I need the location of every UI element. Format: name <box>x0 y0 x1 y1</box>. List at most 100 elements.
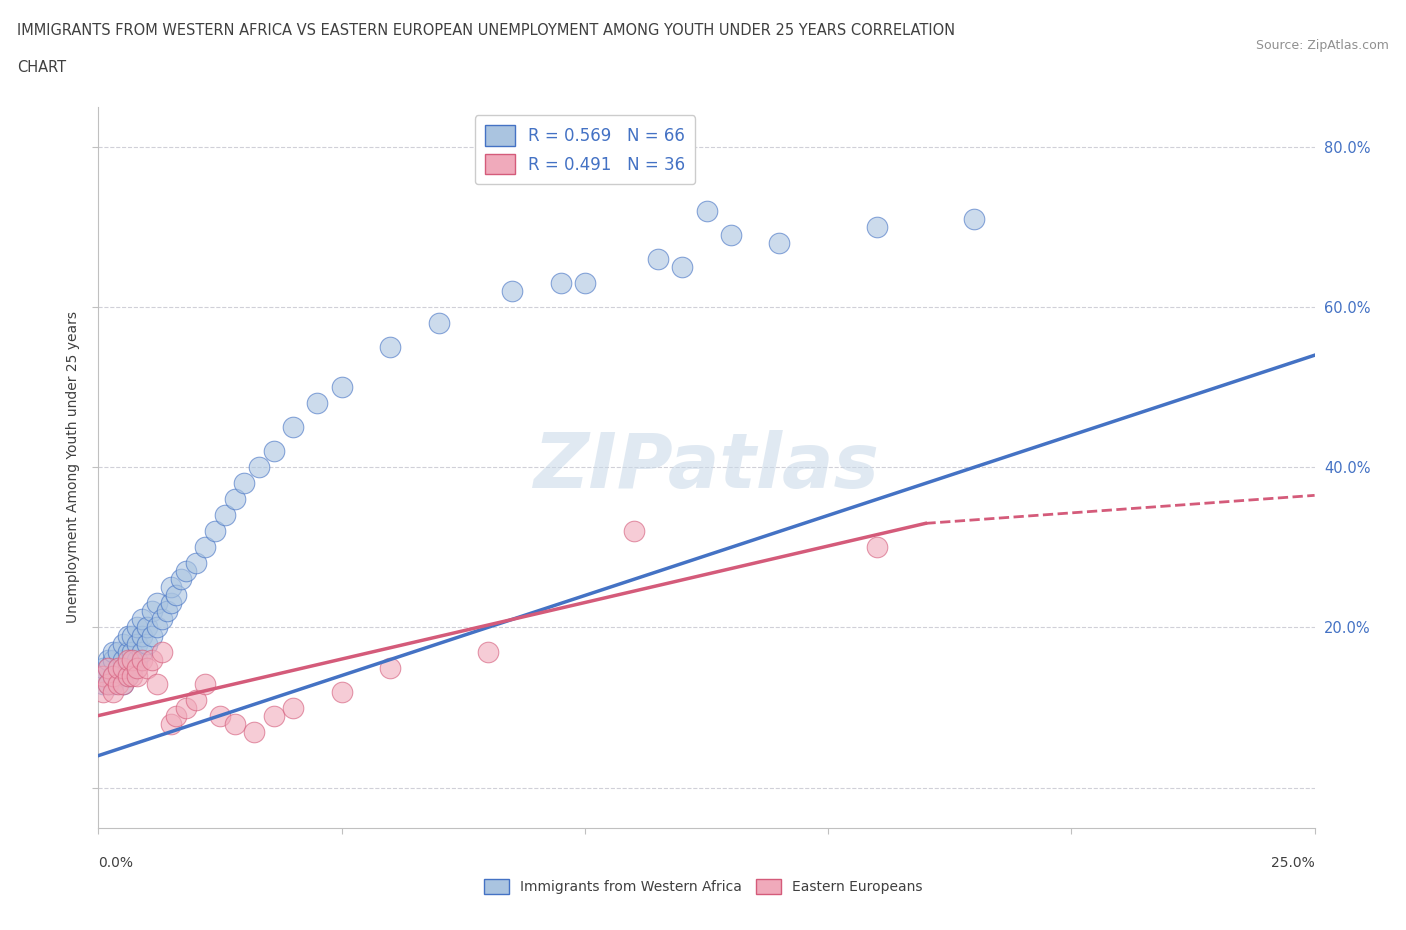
Point <box>550 275 572 290</box>
Point <box>101 668 124 683</box>
Point <box>101 676 124 691</box>
Point <box>263 444 285 458</box>
Point <box>141 604 163 619</box>
Point <box>204 524 226 538</box>
Point <box>107 660 129 675</box>
Point <box>380 339 402 354</box>
Y-axis label: Unemployment Among Youth under 25 years: Unemployment Among Youth under 25 years <box>66 312 80 623</box>
Point <box>146 620 169 635</box>
Point <box>647 252 669 267</box>
Point <box>963 212 986 227</box>
Point <box>165 588 187 603</box>
Point <box>720 228 742 243</box>
Point <box>121 652 143 667</box>
Point <box>136 660 159 675</box>
Point <box>184 692 207 707</box>
Point <box>91 684 114 699</box>
Point <box>111 676 134 691</box>
Point <box>101 684 124 699</box>
Point <box>155 604 177 619</box>
Point <box>477 644 499 659</box>
Point <box>160 716 183 731</box>
Point <box>117 652 139 667</box>
Point <box>623 524 645 538</box>
Point <box>136 620 159 635</box>
Point <box>91 676 114 691</box>
Point <box>184 556 207 571</box>
Point <box>141 652 163 667</box>
Point <box>696 204 718 219</box>
Point <box>233 476 256 491</box>
Point <box>160 580 183 595</box>
Point <box>97 660 120 675</box>
Point <box>146 596 169 611</box>
Text: 25.0%: 25.0% <box>1271 856 1315 870</box>
Point <box>330 684 353 699</box>
Point <box>146 676 169 691</box>
Text: CHART: CHART <box>17 60 66 75</box>
Point <box>224 492 246 507</box>
Point <box>107 676 129 691</box>
Point <box>866 219 889 234</box>
Point <box>768 235 790 250</box>
Point <box>121 668 143 683</box>
Point <box>97 676 120 691</box>
Point <box>501 284 523 299</box>
Point <box>117 668 139 683</box>
Point <box>281 419 304 434</box>
Point <box>127 636 149 651</box>
Point <box>97 676 120 691</box>
Point <box>107 644 129 659</box>
Point <box>209 708 232 723</box>
Point <box>127 652 149 667</box>
Point <box>247 460 270 474</box>
Point <box>121 660 143 675</box>
Point <box>117 668 139 683</box>
Point <box>91 660 114 675</box>
Point <box>194 676 217 691</box>
Point <box>121 644 143 659</box>
Point <box>380 660 402 675</box>
Point <box>574 275 596 290</box>
Text: ZIPatlas: ZIPatlas <box>533 431 880 504</box>
Point <box>127 668 149 683</box>
Point <box>330 379 353 394</box>
Point <box>165 708 187 723</box>
Point <box>107 668 129 683</box>
Point <box>281 700 304 715</box>
Point <box>97 660 120 675</box>
Text: Source: ZipAtlas.com: Source: ZipAtlas.com <box>1256 39 1389 52</box>
Point <box>307 396 329 411</box>
Point <box>111 660 134 675</box>
Point <box>131 644 153 659</box>
Point <box>150 644 173 659</box>
Legend: Immigrants from Western Africa, Eastern Europeans: Immigrants from Western Africa, Eastern … <box>478 874 928 900</box>
Point <box>427 316 450 331</box>
Point <box>127 660 149 675</box>
Legend: R = 0.569   N = 66, R = 0.491   N = 36: R = 0.569 N = 66, R = 0.491 N = 36 <box>475 115 695 184</box>
Point <box>131 628 153 643</box>
Point <box>117 644 139 659</box>
Point <box>91 668 114 683</box>
Point <box>97 652 120 667</box>
Point <box>131 612 153 627</box>
Point <box>866 540 889 555</box>
Point <box>91 668 114 683</box>
Point <box>101 652 124 667</box>
Point <box>174 700 197 715</box>
Point <box>111 636 134 651</box>
Point <box>160 596 183 611</box>
Point <box>214 508 236 523</box>
Point <box>141 628 163 643</box>
Point <box>107 660 129 675</box>
Point <box>671 259 693 274</box>
Point <box>111 676 134 691</box>
Point <box>174 564 197 578</box>
Point <box>111 652 134 667</box>
Point <box>121 628 143 643</box>
Point <box>117 660 139 675</box>
Point <box>224 716 246 731</box>
Point <box>131 652 153 667</box>
Point <box>101 644 124 659</box>
Point <box>117 628 139 643</box>
